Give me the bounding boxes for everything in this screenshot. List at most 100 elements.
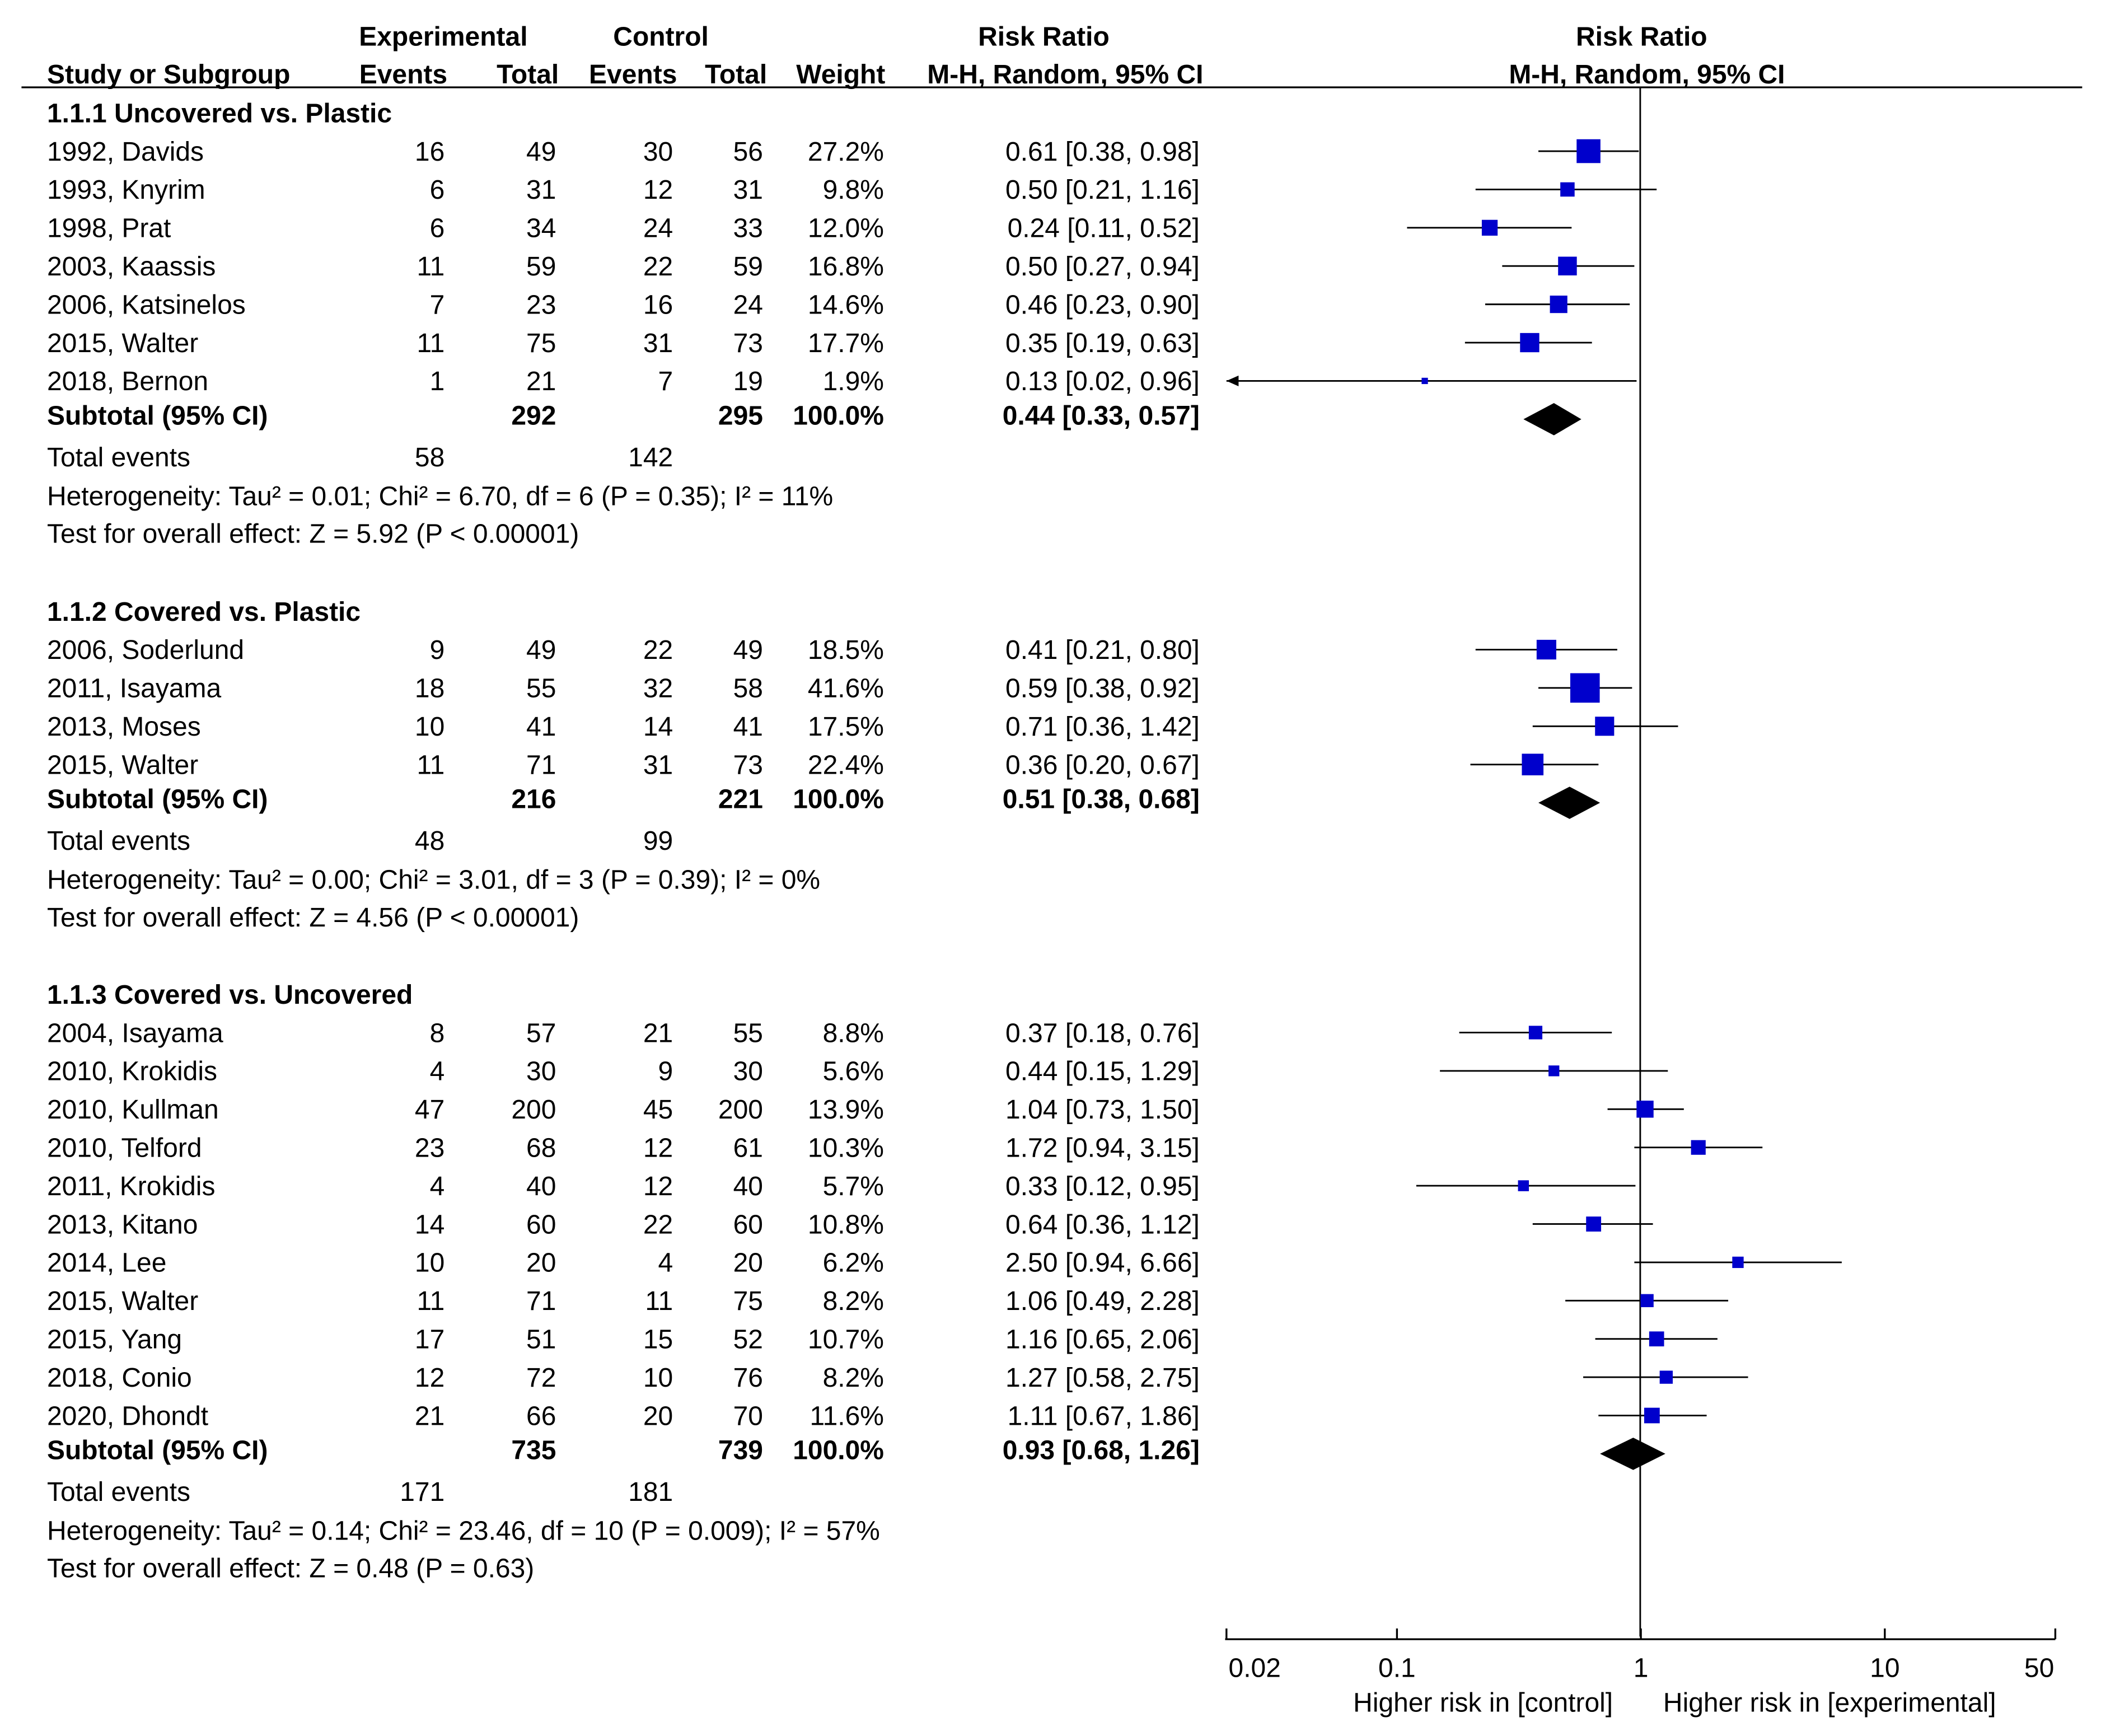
- exp-events: 1: [430, 367, 445, 396]
- study-weight: 14.6%: [808, 290, 884, 320]
- study-marker: [1558, 256, 1577, 275]
- exp-events: 11: [417, 750, 444, 780]
- overall-effect-test: Test for overall effect: Z = 4.56 (P < 0…: [47, 903, 579, 933]
- exp-total: 200: [511, 1095, 556, 1125]
- axis-tick-label: 0.1: [1378, 1653, 1416, 1683]
- study-name: 2011, Isayama: [47, 674, 221, 704]
- exp-events: 12: [415, 1363, 444, 1393]
- study-weight: 27.2%: [808, 137, 884, 167]
- study-weight: 22.4%: [808, 750, 884, 780]
- study-marker: [1586, 1216, 1602, 1232]
- ctl-events: 21: [643, 1018, 673, 1048]
- exp-events: 47: [415, 1095, 444, 1125]
- exp-events: 17: [415, 1325, 444, 1354]
- study-name: 2015, Walter: [47, 1286, 198, 1316]
- ctl-total: 19: [733, 367, 763, 396]
- exp-events: 7: [430, 290, 445, 320]
- study-marker: [1520, 333, 1540, 353]
- ctl-events: 16: [643, 290, 673, 320]
- study-weight: 9.8%: [823, 175, 884, 205]
- study-name: 2006, Soderlund: [47, 635, 244, 665]
- exp-total: 59: [526, 252, 556, 282]
- ctl-total: 20: [733, 1248, 763, 1278]
- ctl-total: 60: [733, 1210, 763, 1239]
- exp-total: 57: [526, 1018, 556, 1048]
- study-weight: 41.6%: [808, 674, 884, 704]
- exp-total: 20: [526, 1248, 556, 1278]
- study-name: 2018, Bernon: [47, 367, 208, 396]
- exp-events: 4: [430, 1057, 445, 1087]
- subtotal-ctl-total: 295: [718, 401, 763, 431]
- header-exp-total: Total: [497, 60, 559, 90]
- total-events-ctl: 181: [628, 1477, 673, 1507]
- exp-events: 11: [417, 252, 444, 282]
- exp-events: 14: [415, 1210, 444, 1239]
- ctl-total: 30: [733, 1057, 763, 1087]
- axis-tick-label: 50: [2024, 1653, 2054, 1683]
- exp-events: 11: [417, 1286, 444, 1316]
- exp-total: 49: [526, 137, 556, 167]
- study-marker: [1481, 219, 1498, 236]
- study-name: 2015, Yang: [47, 1325, 182, 1354]
- ci-arrow-left: [1226, 375, 1239, 387]
- ctl-total: 56: [733, 137, 763, 167]
- study-name: 2013, Kitano: [47, 1210, 198, 1239]
- total-events-exp: 58: [415, 443, 444, 472]
- total-events-exp: 48: [415, 826, 444, 856]
- study-ci: 0.13 [0.02, 0.96]: [1005, 367, 1200, 396]
- subtotal-ctl-total: 739: [718, 1436, 763, 1466]
- exp-total: 31: [526, 175, 556, 205]
- study-marker: [1522, 754, 1544, 775]
- header-control: Control: [613, 22, 709, 52]
- study-marker: [1528, 1026, 1543, 1040]
- study-ci: 1.72 [0.94, 3.15]: [1005, 1133, 1200, 1163]
- exp-events: 11: [417, 329, 444, 358]
- exp-total: 60: [526, 1210, 556, 1239]
- study-weight: 17.7%: [808, 329, 884, 358]
- heterogeneity-stat: Heterogeneity: Tau² = 0.01; Chi² = 6.70,…: [47, 481, 833, 511]
- study-weight: 13.9%: [808, 1095, 884, 1125]
- exp-events: 4: [430, 1172, 445, 1201]
- heterogeneity-stat: Heterogeneity: Tau² = 0.14; Chi² = 23.46…: [47, 1517, 880, 1546]
- exp-total: 23: [526, 290, 556, 320]
- study-marker: [1576, 139, 1601, 163]
- study-marker: [1636, 1101, 1654, 1118]
- axis-label-left: Higher risk in [control]: [1353, 1688, 1613, 1718]
- exp-total: 75: [526, 329, 556, 358]
- ctl-total: 76: [733, 1363, 763, 1393]
- study-weight: 10.3%: [808, 1133, 884, 1163]
- ctl-total: 61: [733, 1133, 763, 1163]
- ctl-total: 52: [733, 1325, 763, 1354]
- study-marker: [1595, 717, 1615, 736]
- ctl-events: 32: [643, 674, 673, 704]
- ctl-events: 10: [643, 1363, 673, 1393]
- study-ci: 0.24 [0.11, 0.52]: [1008, 214, 1200, 244]
- study-name: 2004, Isayama: [47, 1018, 223, 1048]
- header-plot-title: Risk Ratio: [1576, 22, 1707, 52]
- subtotal-label: Subtotal (95% CI): [47, 1436, 268, 1466]
- overall-effect-test: Test for overall effect: Z = 5.92 (P < 0…: [47, 520, 579, 549]
- header-ctl-total: Total: [705, 60, 767, 90]
- header-risk-ratio: Risk Ratio: [978, 22, 1110, 52]
- subtotal-weight: 100.0%: [793, 401, 884, 431]
- exp-events: 6: [430, 175, 445, 205]
- study-ci: 2.50 [0.94, 6.66]: [1005, 1248, 1200, 1278]
- ctl-events: 22: [643, 252, 673, 282]
- exp-events: 18: [415, 674, 444, 704]
- exp-total: 49: [526, 635, 556, 665]
- study-weight: 8.2%: [823, 1363, 884, 1393]
- forest-rows: 1.1.1 Uncovered vs. Plastic 1992, Davids 1…: [47, 99, 1842, 1584]
- subtotal-weight: 100.0%: [793, 785, 884, 815]
- exp-events: 10: [415, 1248, 444, 1278]
- study-marker: [1550, 296, 1567, 313]
- ctl-total: 58: [733, 674, 763, 704]
- header-exp-events: Events: [359, 60, 447, 90]
- exp-total: 41: [526, 712, 556, 742]
- exp-total: 68: [526, 1133, 556, 1163]
- study-marker: [1644, 1407, 1660, 1424]
- header-experimental: Experimental: [359, 22, 527, 52]
- exp-events: 9: [430, 635, 445, 665]
- study-name: 2020, Dhondt: [47, 1401, 208, 1431]
- study-ci: 0.46 [0.23, 0.90]: [1005, 290, 1200, 320]
- total-events-label: Total events: [47, 443, 190, 472]
